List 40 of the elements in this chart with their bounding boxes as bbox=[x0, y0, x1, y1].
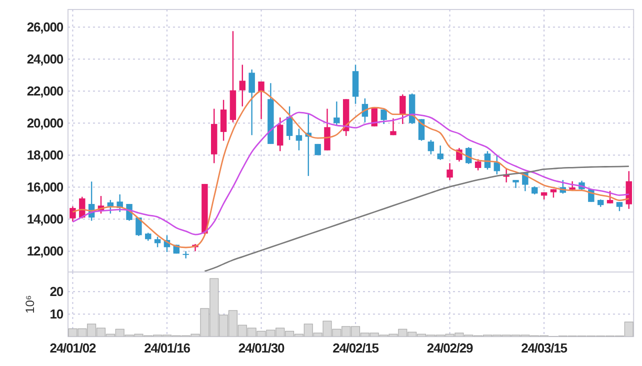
candlestick bbox=[626, 170, 632, 210]
y-axis-title: 10⁶ bbox=[23, 295, 37, 314]
y-tick-label: 20 bbox=[50, 284, 64, 300]
candlestick bbox=[380, 108, 387, 125]
candlestick bbox=[248, 68, 255, 136]
y-tick-label: 18,000 bbox=[26, 148, 64, 163]
candlestick bbox=[428, 139, 434, 155]
x-tick-label: 24/01/16 bbox=[144, 340, 190, 356]
candlestick bbox=[258, 80, 264, 120]
y-tick-label: 14,000 bbox=[26, 212, 64, 227]
x-tick-label: 24/02/29 bbox=[426, 340, 474, 356]
candlestick bbox=[400, 94, 406, 125]
x-tick-label: 24/02/15 bbox=[332, 340, 379, 356]
candlestick bbox=[437, 144, 444, 161]
candlestick bbox=[324, 108, 330, 151]
y-tick-label: 16,000 bbox=[26, 180, 64, 195]
y-tick-label: 10 bbox=[50, 306, 64, 322]
x-tick-label: 24/03/15 bbox=[521, 340, 568, 356]
candlestick bbox=[182, 250, 189, 259]
candlestick bbox=[474, 158, 482, 171]
y-tick-label: 12,000 bbox=[26, 244, 64, 259]
candlestick bbox=[334, 100, 340, 126]
candlestick bbox=[446, 162, 453, 181]
candlestick bbox=[154, 236, 161, 248]
y-tick-label: 26,000 bbox=[26, 20, 64, 35]
candlestick bbox=[390, 118, 396, 136]
y-tick-label: 24,000 bbox=[26, 52, 64, 67]
line-series bbox=[204, 166, 630, 272]
y-tick-label: 20,000 bbox=[26, 116, 64, 131]
candlestick bbox=[70, 206, 76, 222]
candlestick bbox=[296, 128, 302, 151]
candlestick bbox=[220, 99, 227, 142]
x-tick-label: 24/01/02 bbox=[50, 340, 96, 356]
candlestick bbox=[276, 116, 284, 152]
candlestick bbox=[616, 201, 623, 212]
candlestick bbox=[239, 64, 246, 107]
y-tick-label: 22,000 bbox=[26, 84, 64, 99]
candlestick bbox=[286, 106, 293, 141]
candlestick bbox=[606, 190, 614, 204]
x-tick-label: 24/01/30 bbox=[238, 340, 285, 356]
